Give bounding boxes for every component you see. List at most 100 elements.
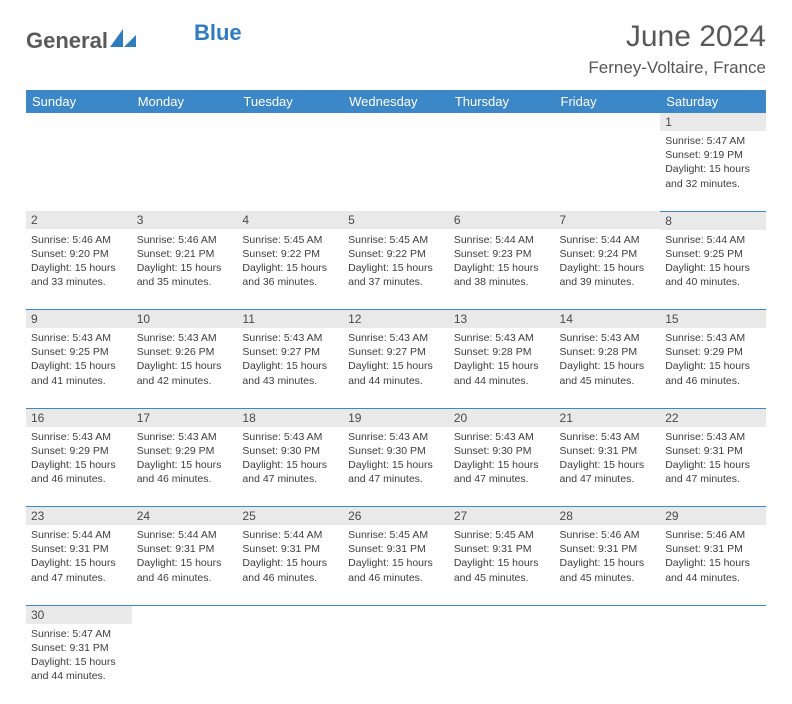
day-number: 19 bbox=[343, 409, 449, 427]
day-details: Sunrise: 5:43 AMSunset: 9:29 PMDaylight:… bbox=[660, 328, 766, 393]
title-block: June 2024 Ferney-Voltaire, France bbox=[588, 20, 766, 78]
day-line: and 47 minutes. bbox=[454, 472, 550, 486]
day-number-cell: 20 bbox=[449, 408, 555, 427]
day-number-cell: 29 bbox=[660, 507, 766, 526]
day-number: 12 bbox=[343, 310, 449, 328]
day-number: 10 bbox=[132, 310, 238, 328]
weekday-header: Tuesday bbox=[237, 90, 343, 113]
day-line: Daylight: 15 hours bbox=[454, 261, 550, 275]
day-line: and 47 minutes. bbox=[560, 472, 656, 486]
day-number-cell: 9 bbox=[26, 310, 132, 329]
day-cell: Sunrise: 5:47 AMSunset: 9:31 PMDaylight:… bbox=[26, 624, 132, 704]
day-number: 14 bbox=[555, 310, 661, 328]
day-line: and 40 minutes. bbox=[665, 275, 761, 289]
weekday-header: Sunday bbox=[26, 90, 132, 113]
day-details: Sunrise: 5:47 AMSunset: 9:19 PMDaylight:… bbox=[660, 131, 766, 196]
day-cell bbox=[449, 131, 555, 211]
day-line: Daylight: 15 hours bbox=[348, 261, 444, 275]
day-cell: Sunrise: 5:45 AMSunset: 9:22 PMDaylight:… bbox=[237, 230, 343, 310]
day-line: Sunrise: 5:43 AM bbox=[454, 331, 550, 345]
day-line: Daylight: 15 hours bbox=[665, 556, 761, 570]
day-cell: Sunrise: 5:45 AMSunset: 9:31 PMDaylight:… bbox=[343, 525, 449, 605]
day-line: Sunrise: 5:45 AM bbox=[348, 233, 444, 247]
day-cell: Sunrise: 5:46 AMSunset: 9:21 PMDaylight:… bbox=[132, 230, 238, 310]
day-details: Sunrise: 5:43 AMSunset: 9:31 PMDaylight:… bbox=[555, 427, 661, 492]
day-number: 9 bbox=[26, 310, 132, 328]
day-line: Sunrise: 5:43 AM bbox=[137, 331, 233, 345]
day-number: 21 bbox=[555, 409, 661, 427]
logo-text-blue: Blue bbox=[194, 20, 242, 46]
day-number: 1 bbox=[660, 113, 766, 131]
day-line: Sunset: 9:29 PM bbox=[137, 444, 233, 458]
day-line: Sunset: 9:27 PM bbox=[242, 345, 338, 359]
day-details: Sunrise: 5:46 AMSunset: 9:21 PMDaylight:… bbox=[132, 230, 238, 295]
day-number-cell bbox=[660, 605, 766, 624]
day-line: Sunset: 9:23 PM bbox=[454, 247, 550, 261]
day-cell: Sunrise: 5:43 AMSunset: 9:28 PMDaylight:… bbox=[449, 328, 555, 408]
day-line: Sunrise: 5:43 AM bbox=[348, 331, 444, 345]
day-number-cell: 15 bbox=[660, 310, 766, 329]
logo-text-general: General bbox=[26, 28, 108, 54]
day-number: 5 bbox=[343, 211, 449, 229]
day-line: Daylight: 15 hours bbox=[665, 162, 761, 176]
day-number: 17 bbox=[132, 409, 238, 427]
day-line: Daylight: 15 hours bbox=[31, 556, 127, 570]
day-line: and 44 minutes. bbox=[454, 374, 550, 388]
day-cell: Sunrise: 5:43 AMSunset: 9:30 PMDaylight:… bbox=[237, 427, 343, 507]
day-line: Sunset: 9:21 PM bbox=[137, 247, 233, 261]
day-number-cell bbox=[343, 605, 449, 624]
day-number-cell: 13 bbox=[449, 310, 555, 329]
day-details: Sunrise: 5:46 AMSunset: 9:31 PMDaylight:… bbox=[660, 525, 766, 590]
day-number: 23 bbox=[26, 507, 132, 525]
day-line: Sunset: 9:31 PM bbox=[454, 542, 550, 556]
day-number-cell bbox=[555, 605, 661, 624]
day-line: Sunset: 9:31 PM bbox=[31, 542, 127, 556]
day-number-cell: 22 bbox=[660, 408, 766, 427]
day-line: Sunset: 9:29 PM bbox=[31, 444, 127, 458]
calendar-head: SundayMondayTuesdayWednesdayThursdayFrid… bbox=[26, 90, 766, 113]
day-details: Sunrise: 5:45 AMSunset: 9:22 PMDaylight:… bbox=[237, 230, 343, 295]
day-number: 20 bbox=[449, 409, 555, 427]
day-cell: Sunrise: 5:44 AMSunset: 9:25 PMDaylight:… bbox=[660, 230, 766, 310]
day-number: 7 bbox=[555, 211, 661, 229]
day-line: Sunrise: 5:46 AM bbox=[560, 528, 656, 542]
day-number: 27 bbox=[449, 507, 555, 525]
day-line: and 44 minutes. bbox=[31, 669, 127, 683]
day-number-cell bbox=[132, 113, 238, 131]
day-details: Sunrise: 5:43 AMSunset: 9:26 PMDaylight:… bbox=[132, 328, 238, 393]
weekday-header: Friday bbox=[555, 90, 661, 113]
day-cell: Sunrise: 5:43 AMSunset: 9:31 PMDaylight:… bbox=[660, 427, 766, 507]
day-details: Sunrise: 5:44 AMSunset: 9:31 PMDaylight:… bbox=[26, 525, 132, 590]
day-line: Sunset: 9:31 PM bbox=[665, 444, 761, 458]
day-line: Sunrise: 5:44 AM bbox=[665, 233, 761, 247]
day-line: and 46 minutes. bbox=[348, 571, 444, 585]
day-line: Sunrise: 5:43 AM bbox=[348, 430, 444, 444]
day-line: Sunrise: 5:47 AM bbox=[665, 134, 761, 148]
day-cell: Sunrise: 5:43 AMSunset: 9:29 PMDaylight:… bbox=[132, 427, 238, 507]
day-line: Sunrise: 5:43 AM bbox=[454, 430, 550, 444]
day-cell: Sunrise: 5:46 AMSunset: 9:31 PMDaylight:… bbox=[555, 525, 661, 605]
day-details: Sunrise: 5:43 AMSunset: 9:28 PMDaylight:… bbox=[555, 328, 661, 393]
day-line: Daylight: 15 hours bbox=[31, 261, 127, 275]
day-number: 4 bbox=[237, 211, 343, 229]
day-cell bbox=[343, 131, 449, 211]
day-line: and 46 minutes. bbox=[137, 472, 233, 486]
day-cell bbox=[237, 624, 343, 704]
day-number-cell bbox=[449, 113, 555, 131]
day-line: Sunrise: 5:46 AM bbox=[665, 528, 761, 542]
day-line: Sunset: 9:31 PM bbox=[348, 542, 444, 556]
day-line: Sunrise: 5:44 AM bbox=[137, 528, 233, 542]
day-number-cell: 14 bbox=[555, 310, 661, 329]
day-cell: Sunrise: 5:43 AMSunset: 9:28 PMDaylight:… bbox=[555, 328, 661, 408]
day-details: Sunrise: 5:45 AMSunset: 9:31 PMDaylight:… bbox=[343, 525, 449, 590]
location: Ferney-Voltaire, France bbox=[588, 58, 766, 78]
day-number: 15 bbox=[660, 310, 766, 328]
day-number: 2 bbox=[26, 211, 132, 229]
logo: General Blue bbox=[26, 28, 242, 54]
day-line: Sunrise: 5:47 AM bbox=[31, 627, 127, 641]
day-cell: Sunrise: 5:45 AMSunset: 9:31 PMDaylight:… bbox=[449, 525, 555, 605]
day-line: and 46 minutes. bbox=[137, 571, 233, 585]
day-line: Daylight: 15 hours bbox=[31, 458, 127, 472]
day-line: and 35 minutes. bbox=[137, 275, 233, 289]
day-line: Sunset: 9:31 PM bbox=[560, 444, 656, 458]
